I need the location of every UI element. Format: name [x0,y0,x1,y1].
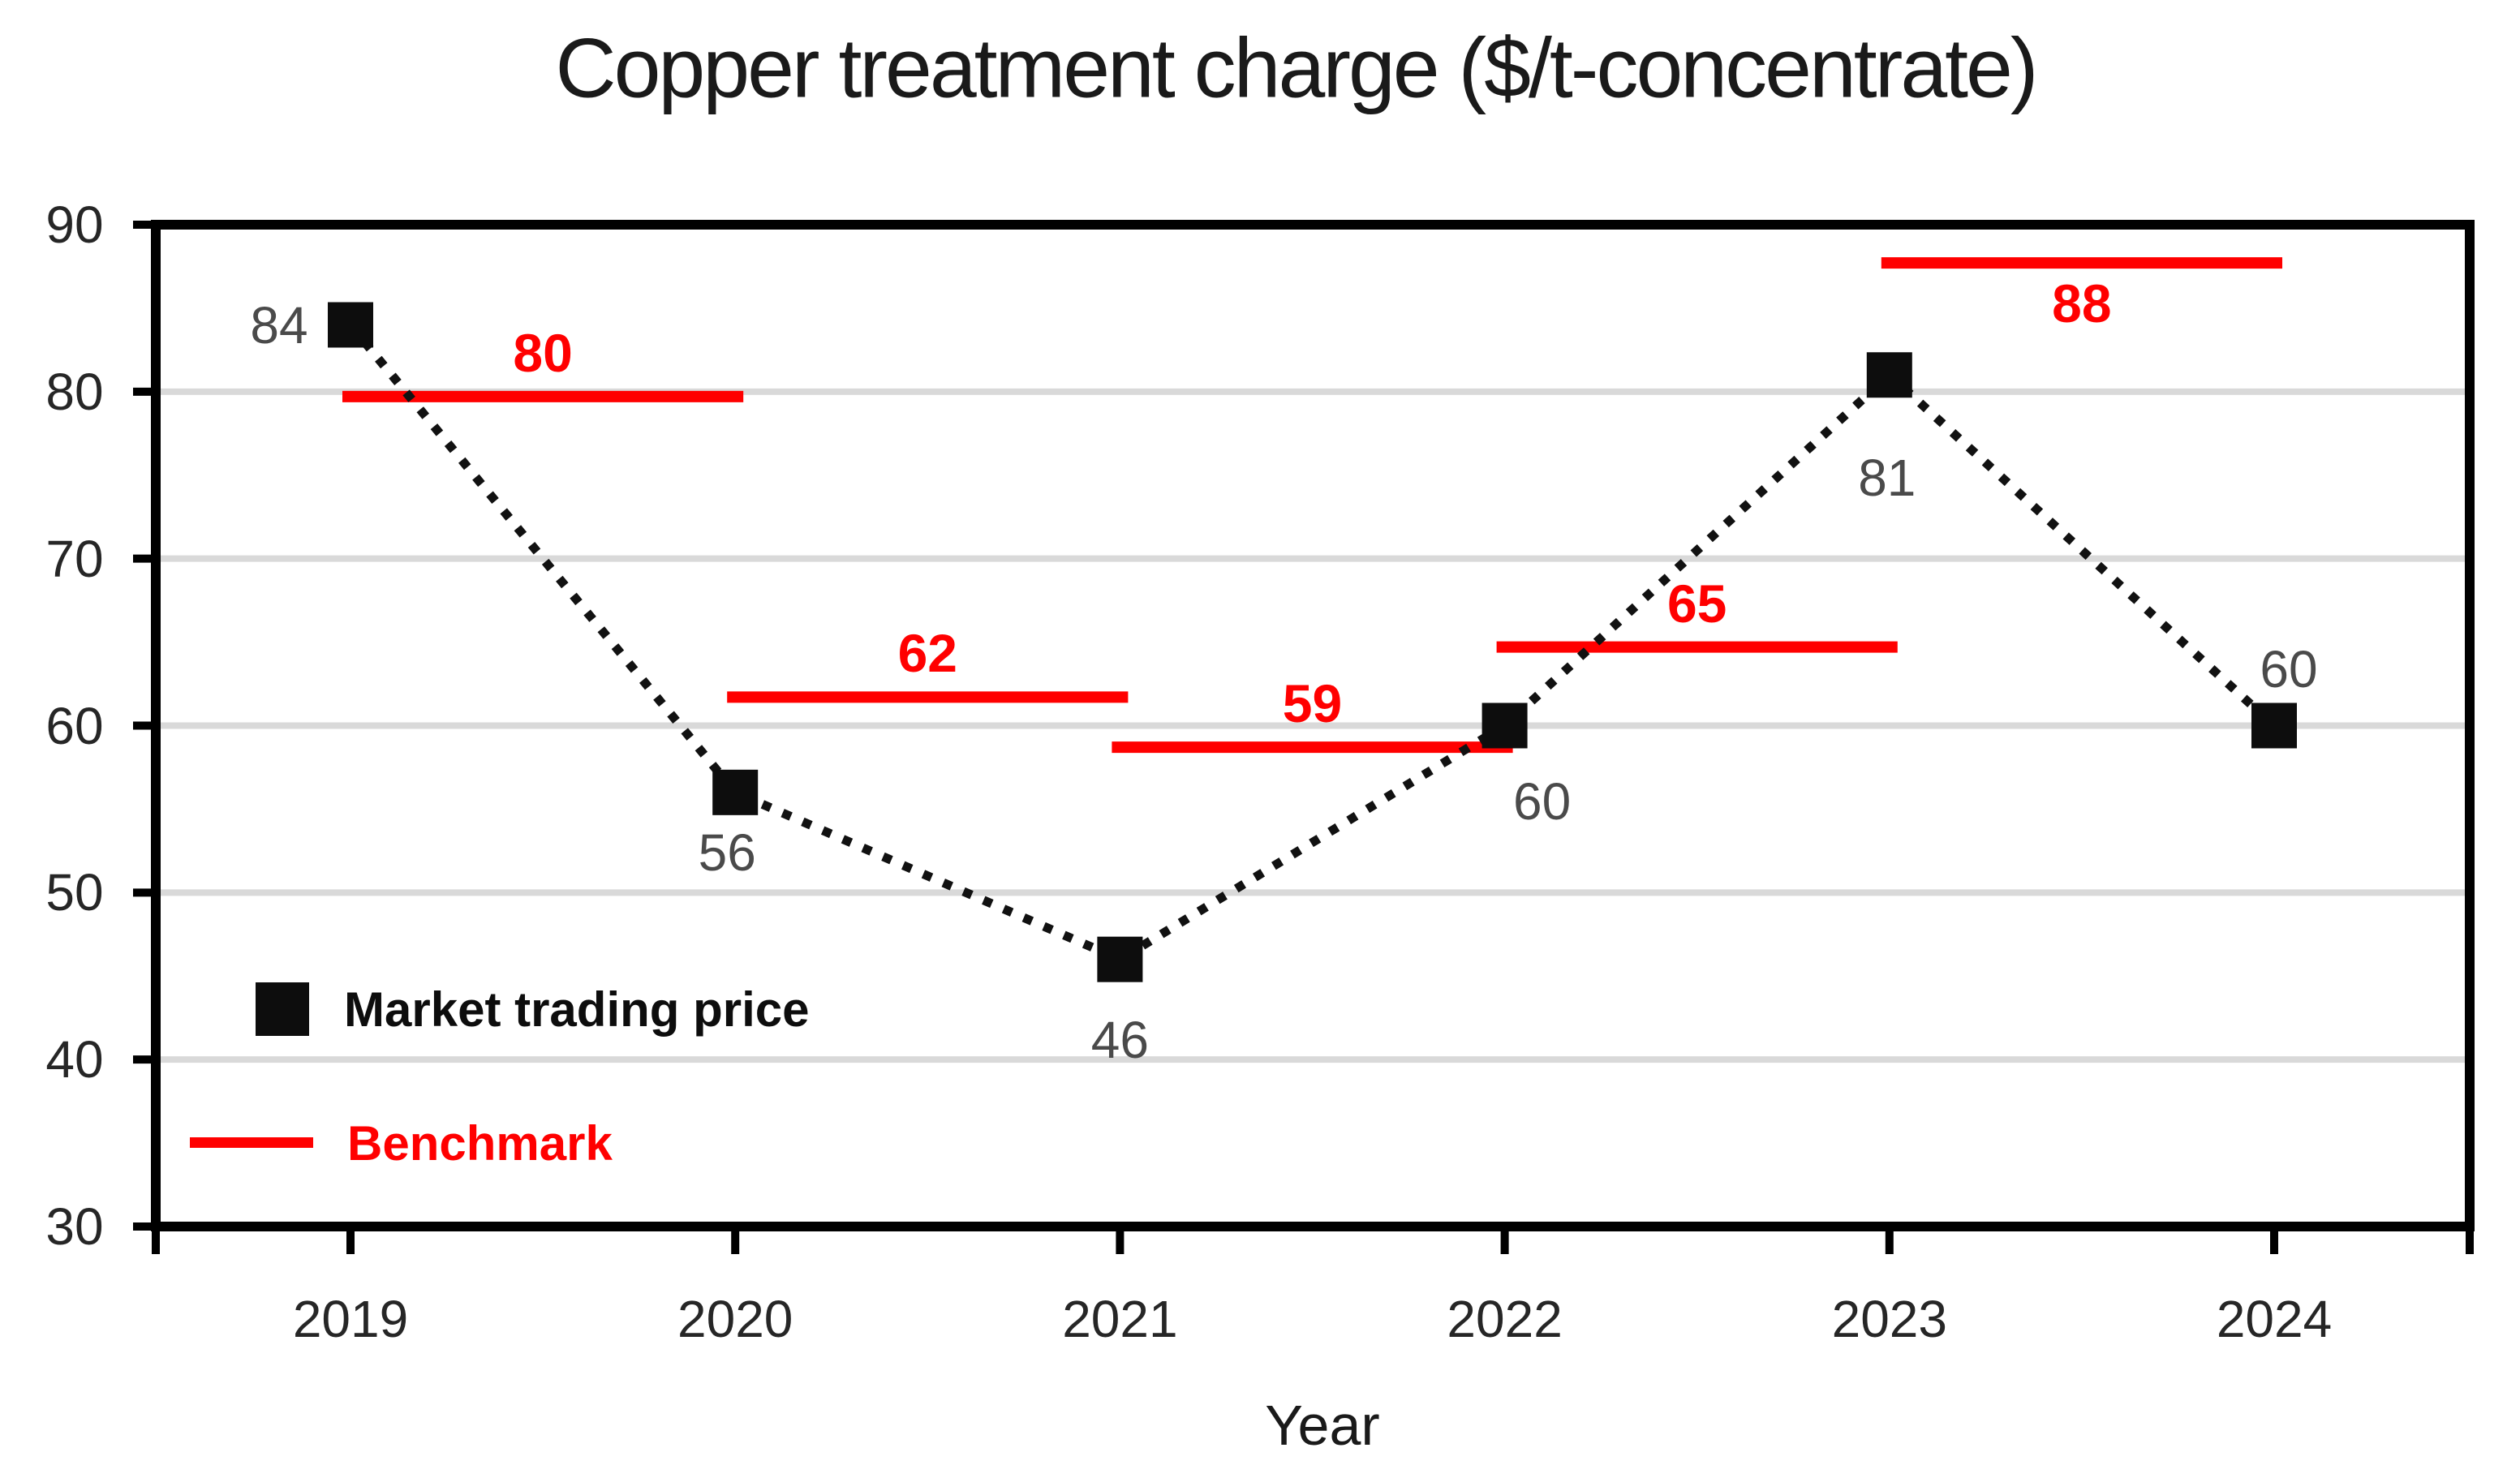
point-label-2020: 56 [698,823,756,882]
x-axis-label-2019: 2019 [292,1290,409,1348]
legend-market-label: Market trading price [344,982,810,1037]
x-axis-label-2023: 2023 [1831,1290,1947,1348]
y-axis-label-50: 50 [45,863,104,922]
market-price-marker-2024 [2251,702,2297,749]
benchmark-label-2020: 62 [897,623,958,684]
y-axis-label-80: 80 [45,362,104,421]
legend-benchmark-line-icon [190,1137,313,1148]
y-axis-label-30: 30 [45,1197,104,1256]
legend-market-marker-icon [256,982,309,1036]
market-price-marker-2021 [1097,936,1143,982]
benchmark-label-2022: 65 [1666,573,1727,634]
point-label-2024: 60 [2260,639,2318,698]
x-axis-label-2020: 2020 [677,1290,793,1348]
y-axis-label-40: 40 [45,1030,104,1089]
market-price-dotted-line [346,322,2277,965]
market-price-marker-2022 [1481,702,1528,749]
benchmark-label-2019: 80 [513,322,573,383]
x-axis-title: Year [1265,1394,1380,1457]
point-label-2022: 60 [1513,771,1572,831]
market-price-marker-2023 [1866,352,1912,398]
point-label-2021: 46 [1090,1010,1149,1069]
x-axis-label-2024: 2024 [2216,1290,2333,1348]
y-axis-label-70: 70 [45,529,104,588]
market-price-marker-2019 [328,302,373,348]
x-axis-label-2022: 2022 [1447,1290,1563,1348]
y-axis-label-90: 90 [45,195,104,254]
market-price-marker-2020 [712,769,759,815]
chart-title: Copper treatment charge ($/t-concentrate… [555,21,2038,116]
benchmark-label-2023: 88 [2052,273,2112,334]
point-label-2019: 84 [250,295,308,354]
benchmark-label-2021: 59 [1282,673,1343,734]
point-label-2023: 81 [1858,449,1916,508]
legend-benchmark-label: Benchmark [347,1116,613,1171]
y-axis-label-60: 60 [45,696,104,755]
x-axis-label-2021: 2021 [1062,1290,1178,1348]
